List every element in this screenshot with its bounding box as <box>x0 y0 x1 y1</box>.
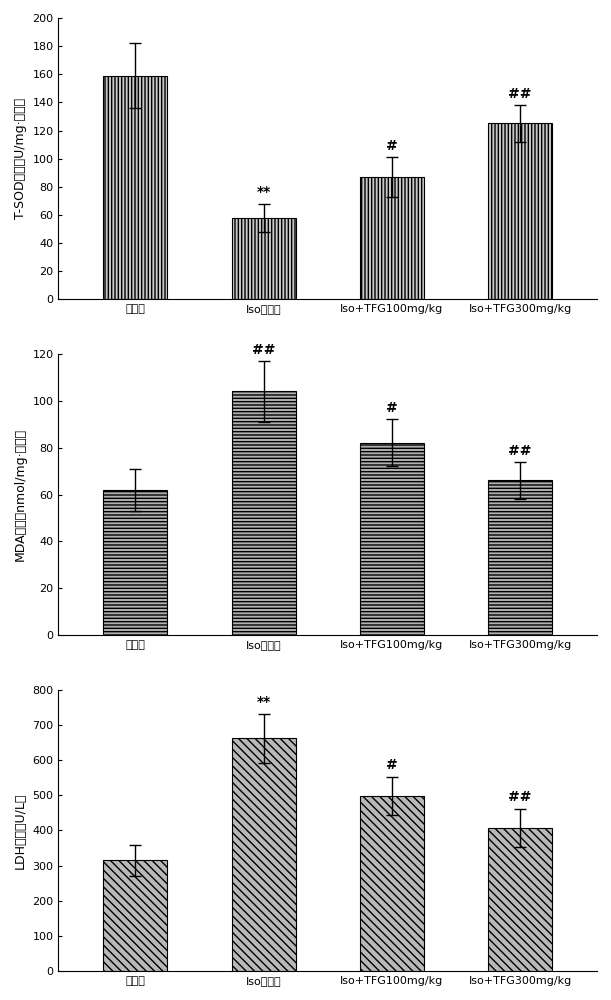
Text: #: # <box>386 139 398 153</box>
Y-axis label: T-SOD活性（U/mg·蛋白）: T-SOD活性（U/mg·蛋白） <box>14 98 27 219</box>
Text: #: # <box>386 758 398 772</box>
Bar <box>232 218 296 299</box>
Bar <box>103 76 167 299</box>
Bar <box>488 480 552 635</box>
Bar <box>103 490 167 635</box>
Bar <box>103 860 167 971</box>
Text: ##: ## <box>508 444 532 458</box>
Text: ##: ## <box>252 343 276 357</box>
Bar <box>360 443 424 635</box>
Text: ##: ## <box>508 87 532 101</box>
Text: ##: ## <box>508 790 532 804</box>
Text: #: # <box>386 401 398 415</box>
Bar <box>488 828 552 971</box>
Text: **: ** <box>257 185 271 199</box>
Bar <box>232 391 296 635</box>
Y-axis label: LDH活性（U/L）: LDH活性（U/L） <box>14 792 27 869</box>
Y-axis label: MDA含量（nmol/mg·蛋白）: MDA含量（nmol/mg·蛋白） <box>14 428 27 561</box>
Bar <box>488 123 552 299</box>
Bar <box>232 738 296 971</box>
Bar <box>360 796 424 971</box>
Text: **: ** <box>257 695 271 709</box>
Bar <box>360 177 424 299</box>
